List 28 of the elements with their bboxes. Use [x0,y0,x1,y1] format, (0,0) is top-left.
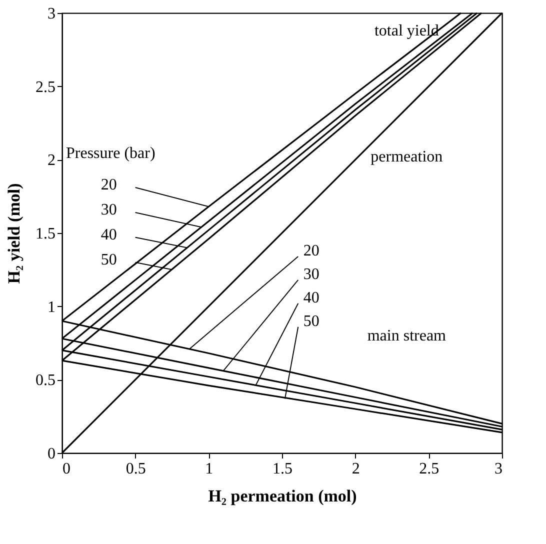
x-tick-label: 2.5 [419,460,440,478]
annotation: total yield [374,22,439,40]
y-tick-label: 3 [48,6,56,22]
annotation: main stream [367,328,447,345]
annotation: 30 [100,202,117,219]
y-tick-label: 1.5 [36,226,56,242]
x-tick-label: 2 [352,460,360,478]
annotation: 20 [303,242,320,260]
annotation: 50 [303,313,320,330]
x-tick-label: 1.5 [272,460,292,478]
y-tick-label: 1 [48,298,56,316]
x-tick-label: 0 [62,460,70,478]
y-tick-label: 2.5 [36,78,56,96]
y-tick-label: 0.5 [36,372,56,390]
annotation: 20 [100,176,117,194]
annotation: 50 [100,251,117,268]
y-axis-title: H₂ yield (mol) [4,183,24,284]
y-tick-label: 2 [48,152,56,170]
annotation: permeation [370,148,443,166]
annotation: 40 [100,226,117,244]
x-tick-label: 3 [494,460,502,478]
x-tick-label: 0.5 [126,460,146,478]
annotation: 40 [303,290,320,307]
x-axis-title: H₂ permeation (mol) [208,486,357,506]
y-tick-label: 0 [48,446,56,462]
x-tick-label: 1 [205,460,214,478]
annotation: Pressure (bar) [66,145,156,162]
annotation: 30 [303,266,320,284]
